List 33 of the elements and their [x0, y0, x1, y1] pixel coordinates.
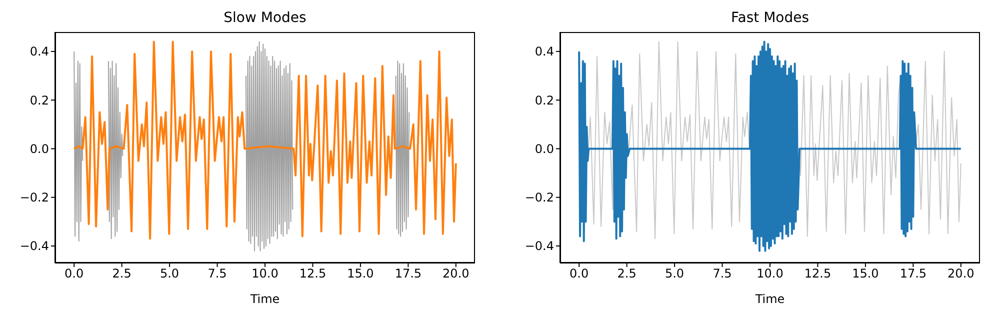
line-series [73, 40, 457, 240]
x-tick-label: 20.0 [442, 266, 470, 281]
y-tick-label: −0.4 [20, 239, 49, 254]
x-tick-label: 12.5 [804, 266, 832, 281]
y-tick-label: −0.2 [524, 190, 554, 205]
y-tick-label: −0.2 [20, 190, 49, 205]
x-tick-label: 15.0 [852, 266, 879, 281]
chart-title: Fast Modes [730, 10, 810, 26]
x-tick-label: 7.5 [712, 266, 732, 281]
x-tick-label: 10.0 [252, 266, 278, 281]
y-tick-label: 0.2 [534, 93, 554, 108]
x-axis-title: Time [754, 292, 785, 306]
x-axis-title: Time [249, 292, 280, 306]
x-tick-label: 5.0 [160, 266, 180, 281]
y-tick-label: 0.0 [534, 142, 554, 156]
x-tick-label: 10.0 [756, 266, 784, 281]
x-tick-label: 17.5 [900, 266, 927, 281]
x-tick-label: 12.5 [299, 266, 326, 281]
x-tick-label: 0.0 [570, 266, 589, 281]
y-tick-label: 0.0 [30, 142, 49, 156]
x-tick-label: 17.5 [394, 266, 422, 281]
x-tick-label: 20.0 [948, 266, 974, 281]
x-tick-label: 15.0 [347, 266, 374, 281]
x-tick-label: 0.0 [64, 266, 84, 281]
x-tick-label: 2.5 [112, 266, 132, 281]
y-tick-label: 0.2 [30, 93, 49, 108]
chart-title: Slow Modes [222, 10, 308, 26]
x-tick-label: 2.5 [617, 266, 636, 281]
y-tick-label: 0.4 [30, 44, 49, 59]
y-tick-label: −0.4 [524, 239, 554, 254]
x-tick-label: 5.0 [665, 266, 684, 281]
y-tick-label: 0.4 [534, 44, 554, 59]
x-tick-label: 7.5 [208, 266, 227, 281]
